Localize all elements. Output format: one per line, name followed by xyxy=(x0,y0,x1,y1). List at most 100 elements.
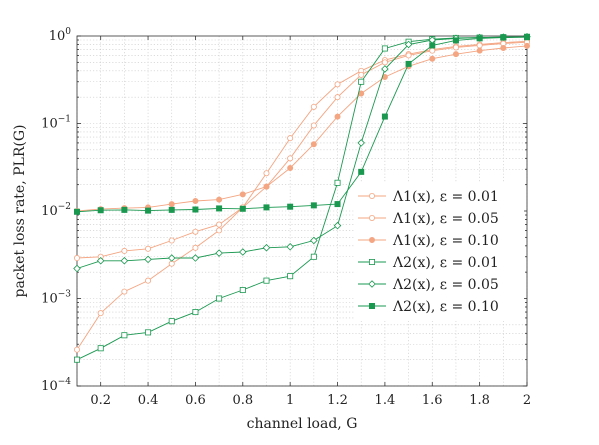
data-point xyxy=(381,45,388,52)
data-point xyxy=(74,208,81,215)
legend-marker xyxy=(368,258,375,265)
data-point xyxy=(144,255,152,264)
series-line xyxy=(76,36,528,269)
legend-marker xyxy=(368,214,375,221)
data-point xyxy=(239,248,247,256)
legend-background xyxy=(354,183,524,321)
data-point xyxy=(192,198,199,205)
data-point xyxy=(452,37,459,44)
data-point xyxy=(192,206,199,213)
data-point xyxy=(334,113,341,120)
x-tick-label: 1.6 xyxy=(422,393,443,408)
x-tick-label: 0.4 xyxy=(138,393,159,408)
data-point xyxy=(263,277,270,284)
data-point xyxy=(145,245,152,252)
legend-marker xyxy=(368,280,376,288)
data-point xyxy=(287,155,294,162)
legend-marker xyxy=(368,236,375,243)
data-point xyxy=(500,34,507,41)
data-point xyxy=(334,179,341,186)
data-point xyxy=(334,201,341,208)
data-point xyxy=(215,249,223,257)
data-point xyxy=(239,287,246,294)
data-point xyxy=(524,34,531,41)
legend-label: Λ2(x), ε = 0.10 xyxy=(392,299,499,315)
data-point xyxy=(192,309,199,316)
data-point xyxy=(429,47,436,54)
data-point xyxy=(216,227,223,234)
data-point xyxy=(452,44,459,51)
data-point xyxy=(381,59,388,66)
data-point xyxy=(216,221,223,228)
data-point xyxy=(74,255,81,262)
series-line xyxy=(76,40,528,350)
data-point xyxy=(476,42,483,49)
data-point xyxy=(334,94,341,101)
data-point xyxy=(216,196,223,203)
legend-label: Λ1(x), ε = 0.01 xyxy=(392,189,499,205)
data-point xyxy=(287,273,294,280)
data-point xyxy=(121,332,128,339)
data-point xyxy=(310,141,317,148)
data-point xyxy=(168,318,175,325)
legend: Λ1(x), ε = 0.01 Λ1(x), ε = 0.05 Λ1(x), ε =… xyxy=(354,183,524,321)
legend-label: Λ1(x), ε = 0.10 xyxy=(392,233,499,249)
series-6 xyxy=(74,34,531,215)
data-point xyxy=(263,204,270,211)
data-point xyxy=(452,51,459,58)
data-point xyxy=(286,243,294,251)
data-point xyxy=(96,256,105,265)
data-point xyxy=(476,47,483,54)
legend-label: Λ1(x), ε = 0.05 xyxy=(392,211,499,227)
x-tick-label: 1.2 xyxy=(327,393,348,408)
x-tick-label: 1.4 xyxy=(375,393,396,408)
data-point xyxy=(121,247,128,254)
data-point xyxy=(192,244,199,251)
data-point xyxy=(429,55,436,62)
x-axis-label: channel load, G xyxy=(247,416,358,432)
data-point xyxy=(358,71,365,78)
data-point xyxy=(310,236,318,245)
tick-labels: 0.2 0.4 0.6 0.8 1 1.2 1.4 1.6 1.8 2 10−4 10−3 10−2 10… xyxy=(41,27,531,408)
data-point xyxy=(358,78,365,85)
data-point xyxy=(168,260,175,267)
data-point xyxy=(358,90,365,97)
data-point xyxy=(287,135,294,142)
data-point xyxy=(262,244,271,252)
series-line xyxy=(76,36,528,213)
data-point xyxy=(310,253,317,260)
data-point xyxy=(74,346,81,353)
data-point xyxy=(405,52,412,59)
x-tick-label: 1 xyxy=(286,393,294,408)
data-point xyxy=(287,165,294,172)
data-point xyxy=(168,201,175,208)
y-tick-label: 10−3 xyxy=(41,290,71,307)
data-point xyxy=(73,264,81,273)
data-point xyxy=(239,191,246,198)
data-point xyxy=(74,356,81,363)
data-point xyxy=(145,329,152,336)
data-point xyxy=(381,65,389,73)
x-tick-label: 1.8 xyxy=(469,393,490,408)
y-tick-label: 100 xyxy=(49,27,72,44)
data-point xyxy=(310,103,317,110)
data-point xyxy=(500,44,507,51)
legend-label: Λ2(x), ε = 0.01 xyxy=(392,255,499,271)
data-point xyxy=(310,202,317,209)
series-line xyxy=(76,45,528,212)
data-point xyxy=(145,207,152,214)
data-point xyxy=(216,205,223,212)
data-point xyxy=(216,295,223,302)
x-tick-label: 0.2 xyxy=(90,393,111,408)
data-point xyxy=(334,81,341,88)
series-3 xyxy=(74,42,531,214)
data-point xyxy=(310,122,317,129)
data-point xyxy=(358,168,365,175)
data-point xyxy=(357,139,365,147)
x-tick-label: 0.8 xyxy=(232,393,253,408)
data-point xyxy=(145,277,152,284)
data-point xyxy=(524,42,531,49)
data-point xyxy=(191,254,200,262)
data-point xyxy=(168,206,175,213)
